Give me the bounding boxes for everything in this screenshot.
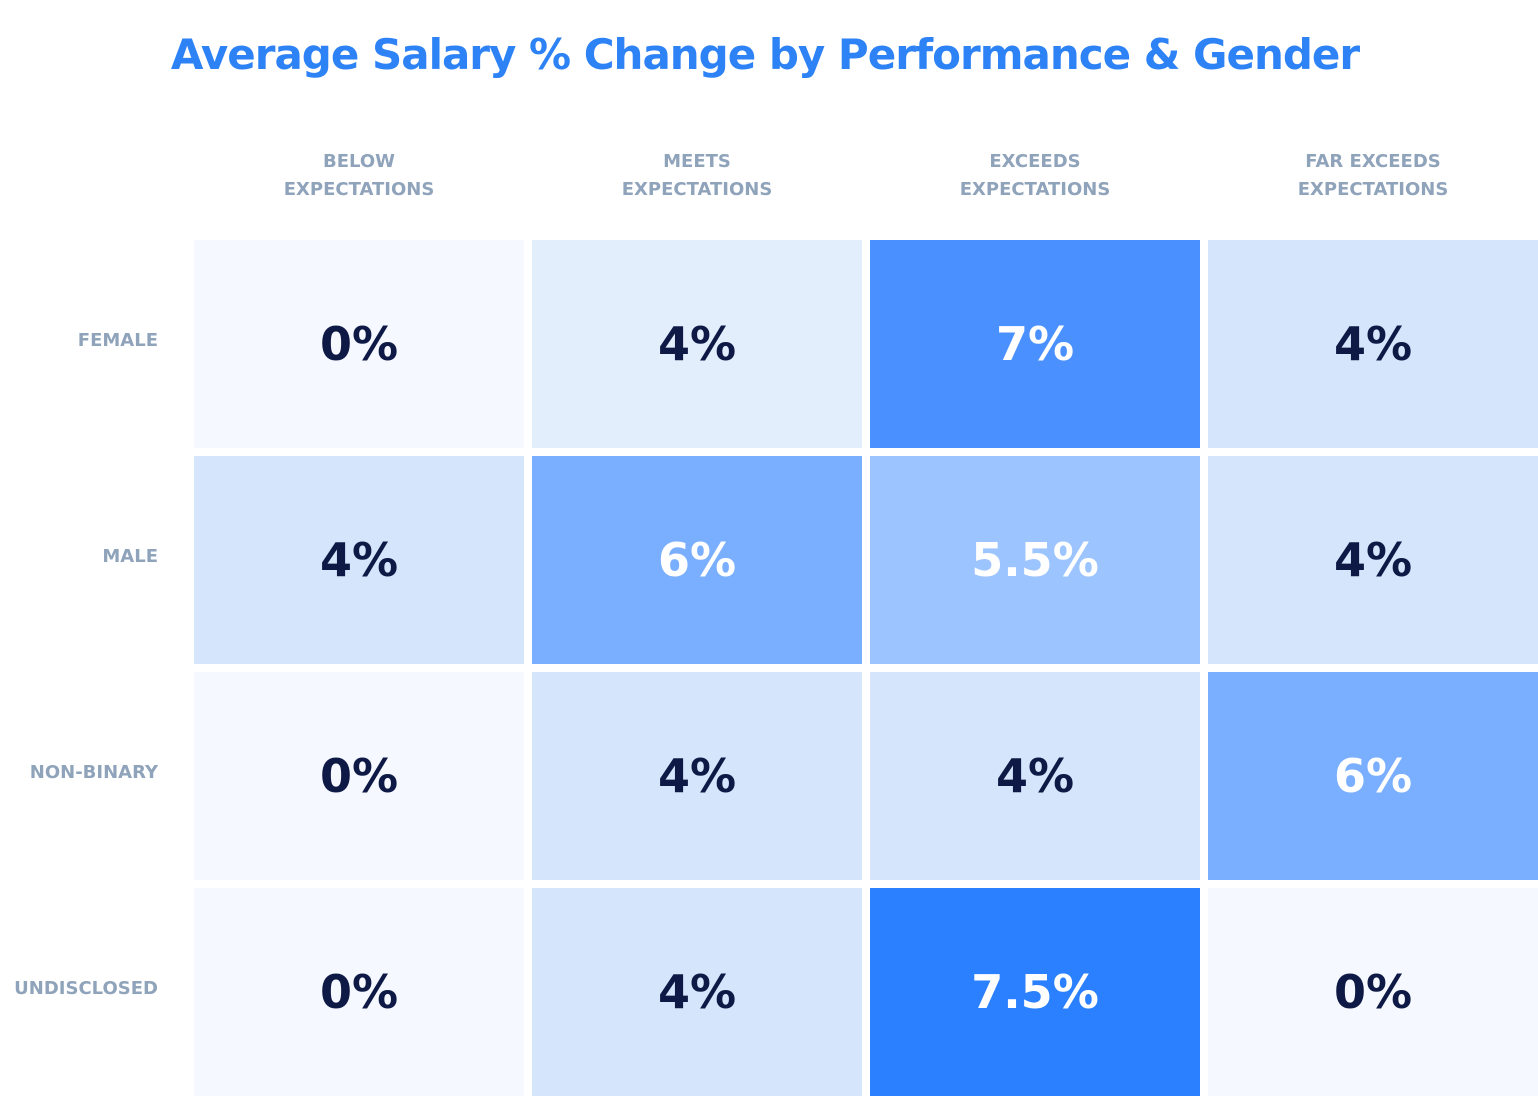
heatmap-cell: 4% [532, 888, 862, 1096]
cell-value-label: 4% [319, 533, 399, 587]
cell-value-label: 4% [657, 749, 737, 803]
cell-value-label: 5.5% [971, 533, 1099, 587]
row-header: NON-BINARY [29, 762, 158, 783]
column-header: EXCEEDS EXPECTATIONS [959, 151, 1111, 200]
column-header: BELOW EXPECTATIONS [283, 151, 435, 200]
column-header: FAR EXCEEDS EXPECTATIONS [1297, 151, 1449, 200]
heatmap-cell: 4% [532, 240, 862, 448]
row-header: FEMALE [77, 330, 158, 351]
heatmap-cell: 4% [1208, 456, 1538, 664]
column-header: MEETS EXPECTATIONS [621, 151, 773, 200]
heatmap-cell: 4% [1208, 240, 1538, 448]
cell-value-label: 4% [657, 965, 737, 1019]
cell-value-label: 0% [319, 965, 399, 1019]
cell-value-label: 4% [1333, 317, 1413, 371]
heatmap-cell: 4% [194, 456, 524, 664]
chart-title: Average Salary % Change by Performance &… [170, 30, 1360, 79]
heatmap-cell: 6% [1208, 672, 1538, 880]
heatmap-cell: 0% [1208, 888, 1538, 1096]
cell-value-label: 6% [1333, 749, 1413, 803]
heatmap-cell: 0% [194, 672, 524, 880]
cell-value-label: 0% [1333, 965, 1413, 1019]
cell-value-label: 0% [319, 317, 399, 371]
cell-value-label: 0% [319, 749, 399, 803]
heatmap-cell: 7% [870, 240, 1200, 448]
heatmap-cell: 0% [194, 888, 524, 1096]
heatmap-cell: 6% [532, 456, 862, 664]
cell-value-label: 7.5% [971, 965, 1099, 1019]
row-header: UNDISCLOSED [14, 978, 158, 999]
heatmap-cell: 7.5% [870, 888, 1200, 1096]
cell-value-label: 7% [995, 317, 1075, 371]
cell-value-label: 4% [657, 317, 737, 371]
heatmap-cell: 5.5% [870, 456, 1200, 664]
heatmap-cell: 0% [194, 240, 524, 448]
cell-value-label: 4% [995, 749, 1075, 803]
heatmap-cell: 4% [870, 672, 1200, 880]
row-header: MALE [102, 546, 158, 567]
cell-value-label: 4% [1333, 533, 1413, 587]
heatmap-cell: 4% [532, 672, 862, 880]
cell-value-label: 6% [657, 533, 737, 587]
